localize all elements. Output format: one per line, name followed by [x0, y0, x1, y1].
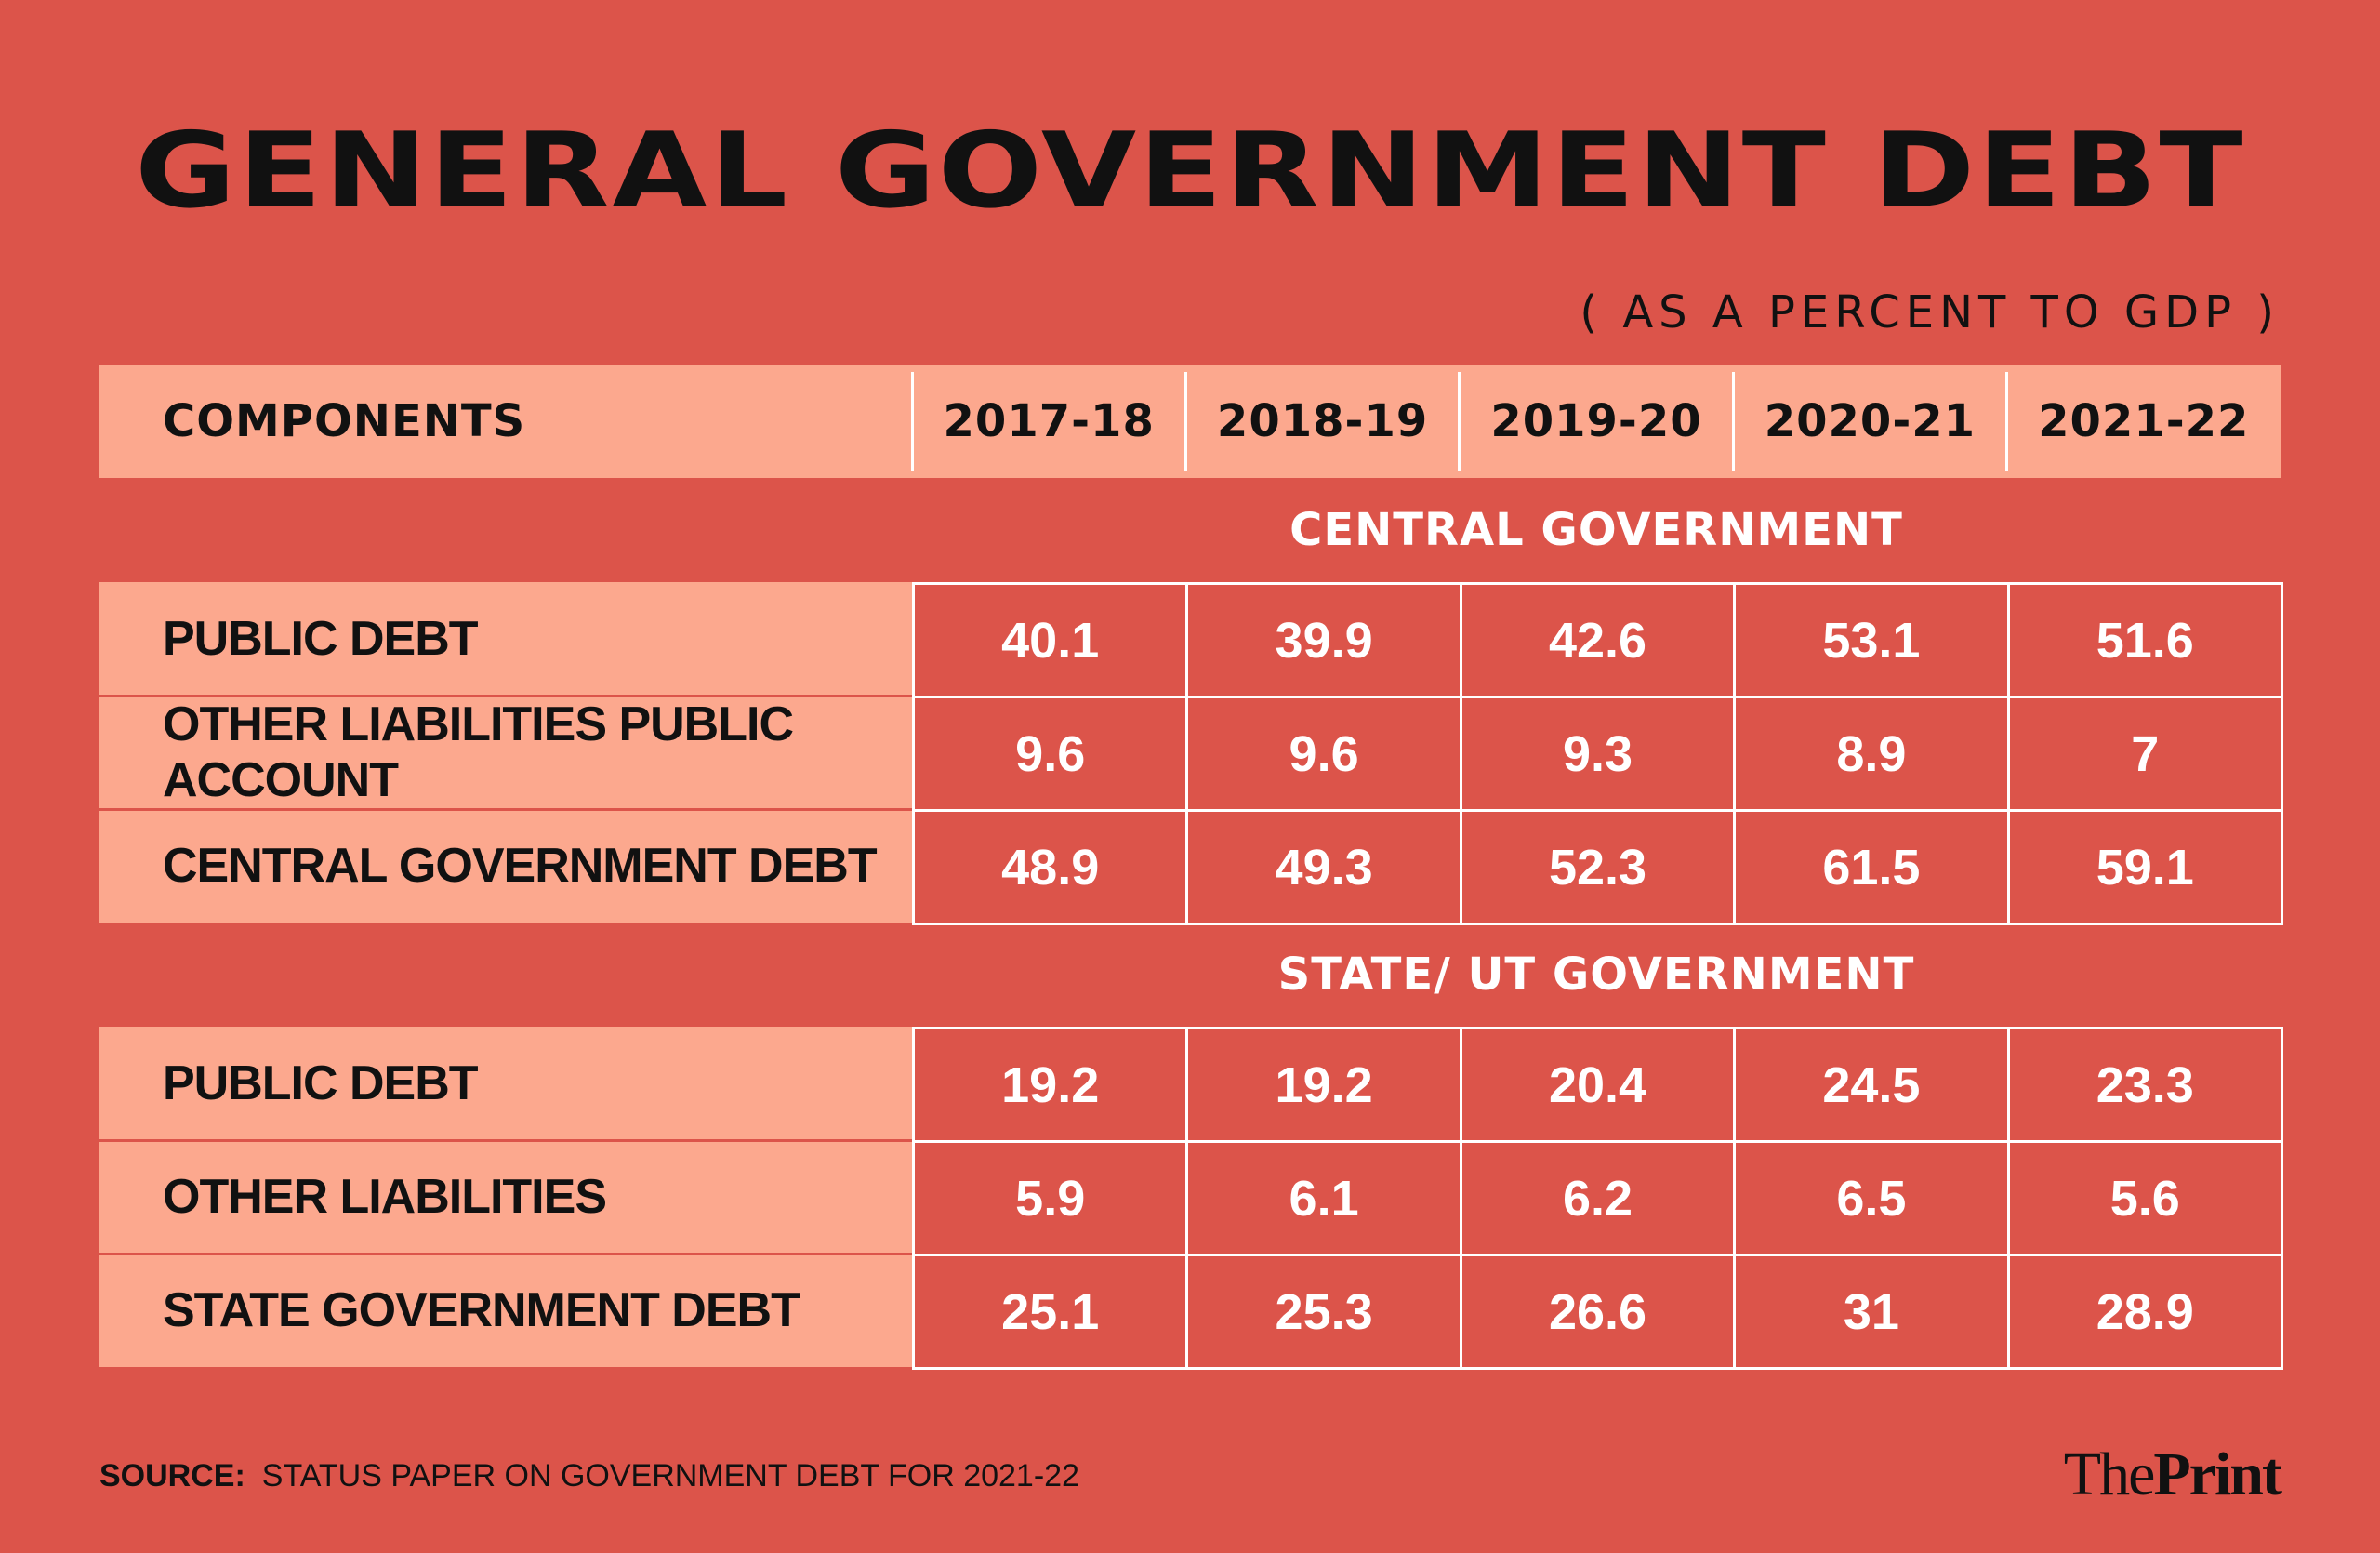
chart-subtitle: ( AS A PERCENT TO GDP ): [1580, 286, 2280, 338]
section-title: STATE/ UT GOVERNMENT: [1277, 949, 1915, 1001]
value-cell: 19.2: [912, 1027, 1189, 1143]
source-label: SOURCE:: [99, 1458, 245, 1493]
row-label: OTHER LIABILITIES: [99, 1140, 912, 1254]
label-divider: [99, 1252, 912, 1255]
value-cell: 23.3: [2006, 1027, 2283, 1143]
row-label: OTHER LIABILITIES PUBLIC ACCOUNT: [99, 696, 912, 809]
logo-part1: The: [2063, 1440, 2156, 1508]
header-divider: [1458, 372, 1461, 471]
row-label: PUBLIC DEBT: [99, 1027, 912, 1140]
value-cell: 48.9: [912, 809, 1189, 925]
value-cell: 26.6: [1459, 1254, 1737, 1370]
debt-table: COMPONENTS 2017-18 2018-19 2019-20 2020-21 20…: [99, 365, 2283, 1393]
value-cell: 20.4: [1459, 1027, 1737, 1143]
value-cell: 9.6: [912, 696, 1189, 812]
header-row: [99, 365, 2281, 478]
header-year: 2018-19: [1216, 395, 1429, 447]
header-year: 2017-18: [943, 395, 1155, 447]
value-cell: 52.3: [1459, 809, 1737, 925]
value-cell: 61.5: [1733, 809, 2010, 925]
logo-part2: Print: [2153, 1440, 2282, 1508]
chart-title: GENERAL GOVERNMENT DEBT: [135, 111, 2245, 232]
value-cell: 9.3: [1459, 696, 1737, 812]
value-cell: 59.1: [2006, 809, 2283, 925]
value-cell: 40.1: [912, 582, 1189, 698]
theprint-logo: ThePrint: [2063, 1440, 2282, 1510]
header-divider: [1731, 372, 1735, 471]
value-cell: 49.3: [1185, 809, 1462, 925]
value-cell: 5.6: [2006, 1140, 2283, 1256]
row-label: CENTRAL GOVERNMENT DEBT: [99, 809, 912, 923]
value-cell: 25.3: [1185, 1254, 1462, 1370]
header-divider: [910, 372, 914, 471]
row-label: STATE GOVERNMENT DEBT: [99, 1254, 912, 1367]
label-divider: [99, 694, 912, 697]
source-note: SOURCE: STATUS PAPER ON GOVERNMENT DEBT F…: [99, 1458, 1079, 1494]
value-cell: 28.9: [2006, 1254, 2283, 1370]
value-cell: 25.1: [912, 1254, 1189, 1370]
row-label: PUBLIC DEBT: [99, 582, 912, 696]
header-year: 2021-22: [2038, 395, 2250, 447]
header-divider: [1183, 372, 1187, 471]
section-title: CENTRAL GOVERNMENT: [1289, 504, 1903, 556]
value-cell: 6.5: [1733, 1140, 2010, 1256]
header-year: 2020-21: [1764, 395, 1977, 447]
value-cell: 53.1: [1733, 582, 2010, 698]
value-cell: 8.9: [1733, 696, 2010, 812]
value-cell: 31: [1733, 1254, 2010, 1370]
value-cell: 5.9: [912, 1140, 1189, 1256]
source-text: STATUS PAPER ON GOVERNMENT DEBT FOR 2021…: [261, 1458, 1079, 1493]
header-components: COMPONENTS: [163, 395, 526, 447]
header-year: 2019-20: [1490, 395, 1702, 447]
label-divider: [99, 1138, 912, 1142]
value-cell: 39.9: [1185, 582, 1462, 698]
value-cell: 24.5: [1733, 1027, 2010, 1143]
value-cell: 7: [2006, 696, 2283, 812]
value-cell: 19.2: [1185, 1027, 1462, 1143]
value-cell: 51.6: [2006, 582, 2283, 698]
value-cell: 6.2: [1459, 1140, 1737, 1256]
value-cell: 6.1: [1185, 1140, 1462, 1256]
label-divider: [99, 807, 912, 811]
value-cell: 9.6: [1185, 696, 1462, 812]
header-divider: [2005, 372, 2009, 471]
value-cell: 42.6: [1459, 582, 1737, 698]
